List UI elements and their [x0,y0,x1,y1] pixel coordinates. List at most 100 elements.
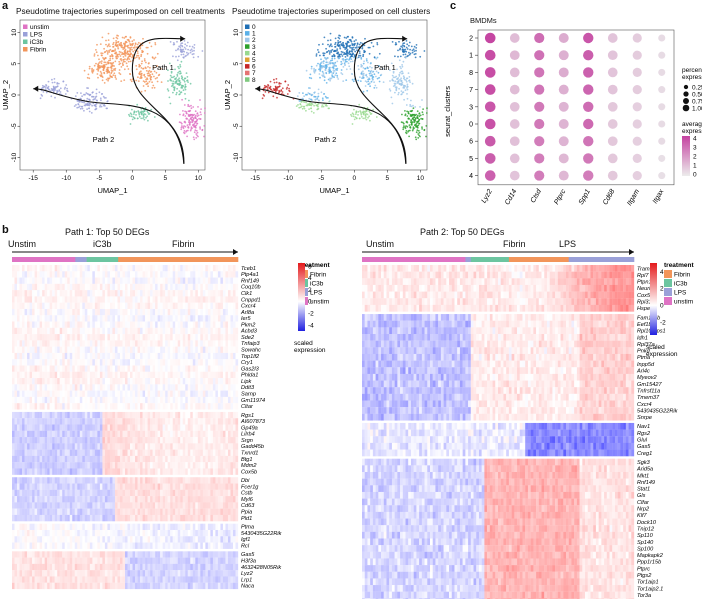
heatmap-cell [165,265,168,272]
heatmap-cell [24,449,28,456]
heatmap-cell [67,411,70,419]
umap-point [56,85,59,87]
umap-point [87,73,90,76]
heatmap-cell [165,418,168,425]
umap-point [371,66,373,69]
heatmap-cell [39,327,43,335]
heatmap-cell [130,346,133,354]
heatmap-cell [205,359,209,366]
umap-point [148,62,150,64]
heatmap-cell [155,449,158,456]
umap-point [301,97,304,100]
heatmap-cell [142,430,146,438]
umap-point [170,70,173,73]
umap-point [136,117,139,120]
heatmap-cell [190,390,193,397]
heatmap-cell [122,437,126,444]
heatmap-cell [84,302,88,310]
heatmap-cell [94,352,98,360]
x-tick-label: -15 [251,175,261,182]
heatmap-cell [49,283,53,291]
umap-point [112,69,114,72]
heatmap-cell [155,403,158,410]
heatmap-cell [217,265,221,272]
heatmap-cell [150,327,153,335]
heatmap-cell [89,302,93,310]
umap-point [358,54,360,57]
umap-point [187,103,190,106]
heatmap-cell [197,411,201,419]
heatmap-cell [227,302,231,310]
heatmap-cell [127,277,131,284]
heatmap-cell [180,430,183,438]
heatmap-cell [172,283,176,291]
heatmap-cell [24,296,28,303]
x-tick-label: -5 [96,175,102,182]
umap-point [356,46,358,49]
heatmap-cell [167,365,171,372]
heatmap-cell [207,418,211,425]
heatmap-cell [32,346,35,354]
heatmap-cell [210,290,214,297]
umap-point [416,114,419,117]
umap-point [47,80,50,83]
dotplot-dot [632,102,642,112]
heatmap-cell [127,430,131,438]
heatmap-cell [22,340,25,347]
umap-point [302,100,305,103]
heatmap-cell [79,396,83,404]
heatmap-cell [117,396,121,404]
heatmap-cell [24,359,28,366]
heatmap-cell [112,296,116,303]
heatmap-cell [22,390,25,397]
umap-point [101,65,104,68]
umap-point [344,64,347,66]
umap-point [344,60,347,63]
heatmap-cell [104,371,108,379]
heatmap-cell [109,365,113,372]
umap-point [182,126,185,128]
umap-point [364,85,367,87]
heatmap-cell [27,302,30,310]
heatmap-cell [77,443,80,450]
umap-point [124,58,126,60]
heatmap-cell [109,315,113,322]
heatmap-cell [117,437,121,444]
heatmap-cell [165,283,168,291]
dotplot-dot [583,136,594,147]
heatmap-cell [109,277,113,284]
umap-point [346,40,349,43]
heatmap-cell [197,296,201,303]
heatmap-cell [47,371,50,379]
heatmap-cell [150,308,153,316]
heatmap-cell [180,352,183,360]
heatmap-cell [192,371,196,379]
heatmap-cell [205,371,209,379]
heatmap-cell [27,443,30,450]
umap-point [183,46,186,49]
heatmap-cell [99,327,103,335]
heatmap-cell [77,411,80,419]
heatmap-cell [227,321,231,328]
x-tick-label: -5 [318,175,324,182]
heatmap-cell [79,315,83,322]
heatmap-cell [122,378,126,385]
heatmap-cell [135,384,138,391]
umap-point [152,84,155,87]
heatmap-cell [180,411,183,419]
heatmap-cell [24,352,28,360]
heatmap-cell [82,390,85,397]
heatmap-cell [39,290,43,297]
heatmap-cell [57,321,60,328]
heatmap-cell [172,437,176,444]
dotplot-y-tick-label: 7 [469,87,473,94]
umap-point [92,91,94,94]
dotplot-dot [558,153,569,164]
heatmap-cell [74,455,78,463]
heatmap-cell [142,265,146,272]
umap-point [76,99,79,102]
legend-swatch [245,57,250,62]
heatmap-cell [37,352,40,360]
heatmap-cell [67,396,70,404]
heatmap-cell [187,302,191,310]
